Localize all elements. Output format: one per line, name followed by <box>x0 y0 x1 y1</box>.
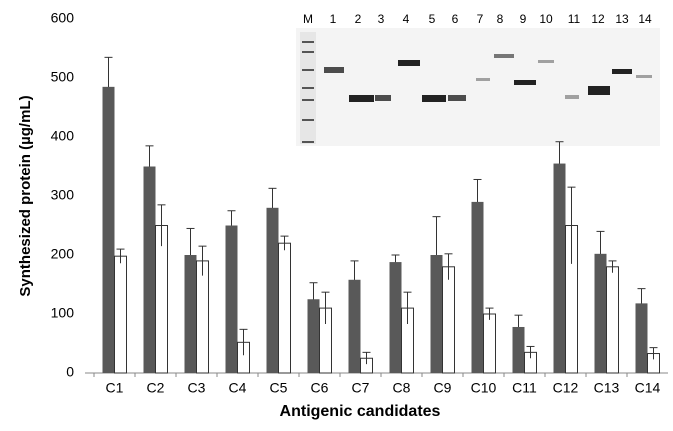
y-tick-label: 500 <box>51 69 75 85</box>
y-tick-label: 300 <box>51 187 75 203</box>
lane-label: 13 <box>615 12 629 26</box>
bar <box>155 225 168 374</box>
bar <box>442 266 455 374</box>
bar <box>102 86 115 373</box>
x-axis-title: Antigenic candidates <box>280 403 441 420</box>
bar <box>512 326 525 373</box>
gel-image <box>296 28 660 146</box>
bar <box>184 255 197 373</box>
lane-label: 1 <box>330 12 337 26</box>
bar <box>553 163 566 373</box>
lane-label: 3 <box>378 12 385 26</box>
lane-label: 10 <box>539 12 553 26</box>
bar <box>647 353 660 374</box>
bar <box>594 253 607 373</box>
x-tick-label: C3 <box>188 380 206 396</box>
x-tick-label: C13 <box>594 380 620 396</box>
x-tick-label: C10 <box>471 380 497 396</box>
lane-label: 4 <box>403 12 410 26</box>
lane-label: 14 <box>638 12 652 26</box>
x-tick-label: C5 <box>270 380 288 396</box>
y-tick-label: 0 <box>66 364 74 380</box>
bar <box>483 313 496 374</box>
y-axis-title: Synthesized protein (µg/mL) <box>17 95 34 296</box>
bar <box>524 351 537 374</box>
bar <box>266 207 279 373</box>
bar <box>225 225 238 373</box>
y-tick-label: 100 <box>51 305 75 321</box>
lane-label: 9 <box>520 12 527 26</box>
bar <box>196 260 209 374</box>
x-tick-label: C7 <box>352 380 370 396</box>
bar <box>635 303 648 373</box>
bar <box>565 225 578 374</box>
bar <box>143 166 156 373</box>
lane-label: 6 <box>452 12 459 26</box>
bar <box>389 262 402 373</box>
x-tick-label: C14 <box>635 380 661 396</box>
bar <box>606 266 619 374</box>
lane-label: 8 <box>497 12 504 26</box>
x-tick-label: C6 <box>311 380 329 396</box>
x-tick-label: C12 <box>553 380 579 396</box>
lane-label: 7 <box>477 12 484 26</box>
bar <box>430 255 443 373</box>
bar <box>319 307 332 374</box>
x-tick-label: C11 <box>512 380 537 396</box>
lane-label: 12 <box>591 12 605 26</box>
bar <box>401 307 414 374</box>
bar <box>360 357 373 374</box>
bar <box>348 279 361 373</box>
y-tick-label: 200 <box>51 246 75 262</box>
y-tick-label: 600 <box>51 10 75 26</box>
lane-label: 2 <box>355 12 362 26</box>
bar <box>307 299 320 373</box>
lane-label: 5 <box>429 12 436 26</box>
x-tick-label: C9 <box>434 380 452 396</box>
bar <box>114 255 127 374</box>
x-tick-label: C2 <box>147 380 165 396</box>
lane-label: M <box>303 12 313 26</box>
bar <box>237 341 250 374</box>
bar <box>278 242 291 374</box>
x-tick-label: C8 <box>393 380 411 396</box>
x-tick-label: C1 <box>106 380 124 396</box>
bar <box>471 201 484 373</box>
y-tick-label: 400 <box>51 128 75 144</box>
lane-label: 11 <box>568 12 581 26</box>
x-tick-label: C4 <box>229 380 247 396</box>
